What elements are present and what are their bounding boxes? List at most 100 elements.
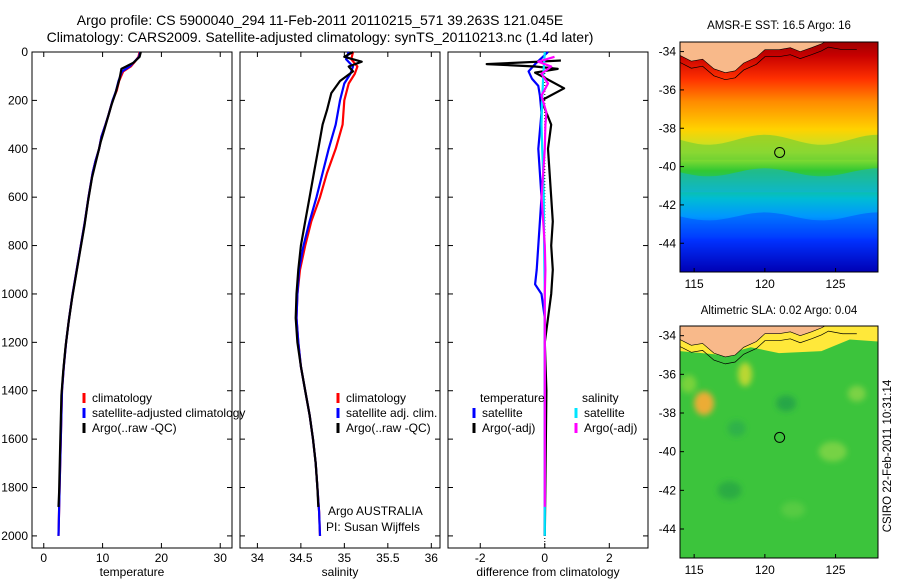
sla-anomaly [847, 385, 866, 402]
sla_map-y-tick-label: -36 [659, 367, 677, 381]
sla_map-x-tick-label: 115 [685, 563, 704, 577]
sla-anomaly [680, 375, 697, 393]
sla_map-argo-marker [774, 431, 786, 443]
sla_map-y-tick-label: -40 [659, 445, 677, 459]
sst_map-y-tick-label: -36 [659, 83, 677, 97]
temperature-y-tick-label: 1800 [1, 481, 28, 495]
temperature-y-tick-label: 2000 [1, 529, 28, 543]
difference-series-salinity-argo-adj- [537, 55, 555, 507]
sst_map-y-tick-label: -40 [659, 160, 677, 174]
difference-x-tick-label: -2 [475, 551, 486, 565]
salinity-series-argo-raw-qc- [294, 51, 363, 507]
difference-axes-frame [447, 51, 649, 549]
temperature-x-tick-label: 10 [96, 551, 110, 565]
temperature-y-tick-label: 1400 [1, 384, 28, 398]
sst_map-x-tick-label: 120 [755, 277, 775, 291]
sst_map-x-tick-label: 115 [685, 277, 704, 291]
sla_map-x-tick-label: 120 [755, 563, 775, 577]
sla-map-title: Altimetric SLA: 0.02 Argo: 0.04 [700, 305, 858, 317]
sst_map-y-tick-label: -44 [659, 236, 677, 250]
figure-title-line1: Argo profile: CS 5900040_294 11-Feb-2011… [76, 12, 564, 28]
figure-title-line2: Climatology: CARS2009. Satellite-adjuste… [46, 29, 594, 45]
sla-anomaly [776, 395, 797, 412]
salinity-legend-entry-label: climatology [346, 391, 406, 405]
difference-x-tick-label: 2 [606, 551, 613, 565]
difference-series-temperature-satellite [527, 51, 549, 536]
sla_map-panel: 115 120 125 -34 -36 -38 -40 -42 -44 [659, 325, 879, 577]
temperature-y-tick-label: 800 [8, 239, 28, 253]
sla-anomaly [717, 481, 742, 500]
temperature-x-tick-label: 30 [214, 551, 228, 565]
sla_map-field [680, 326, 878, 558]
sla_map-frame [679, 325, 879, 559]
temperature-axes-frame [31, 51, 233, 549]
salinity-axes-frame [239, 51, 441, 549]
salinity-legend-entry-label: Argo(..raw -QC) [346, 421, 431, 435]
sst_map-frame [679, 41, 879, 273]
sla-anomaly [738, 362, 753, 387]
sla_map-y-tick-label: -44 [659, 522, 677, 536]
difference-x-tick-label: 0 [541, 551, 548, 565]
salinity-x-tick-label: 35.5 [376, 551, 400, 565]
salinity-legend-entry-label: satellite adj. clim. [346, 406, 437, 420]
difference-legend-temperature-heading: temperature [480, 391, 545, 405]
sst_map-panel: 115 120 125 -34 -36 -38 -40 -42 -44 [659, 41, 879, 291]
sst_map-y-tick-label: -42 [659, 198, 677, 212]
difference-legend-salinity-heading: salinity [582, 391, 619, 405]
temperature-y-tick-label: 1200 [1, 335, 28, 349]
salinity-x-tick-label: 34.5 [289, 551, 313, 565]
sst-front-cyan [680, 168, 878, 193]
temperature-y-tick-label: 1000 [1, 287, 28, 301]
temperature-legend-entry-label: satellite-adjusted climatology [92, 406, 245, 420]
temperature-y-tick-label: 200 [8, 93, 28, 107]
sst_map-shelf-contour [680, 46, 857, 81]
temperature-series-argo-raw-qc- [57, 51, 142, 507]
temperature-y-tick-label: 1600 [1, 432, 28, 446]
sst-map-title: AMSR-E SST: 16.5 Argo: 16 [707, 20, 851, 32]
temperature-y-tick-label: 400 [8, 142, 28, 156]
sla-anomaly [727, 420, 746, 437]
sla_map-land [680, 326, 831, 358]
temperature-y-tick-label: 600 [8, 190, 28, 204]
sst_map-y-tick-label: -34 [659, 45, 677, 59]
sst-front-blue [680, 212, 878, 237]
temperature-legend-entry-label: Argo(..raw -QC) [92, 421, 177, 435]
salinity-x-tick-label: 34 [251, 551, 265, 565]
sla_map-shelf-contour [680, 330, 857, 365]
sla_map-y-tick-label: -38 [659, 406, 677, 420]
difference-legend: temperaturesatelliteArgo(-adj)salinitysa… [472, 391, 637, 435]
difference-legend-temperature-argo-label: Argo(-adj) [482, 421, 535, 435]
sla_map-y-tick-label: -42 [659, 483, 677, 497]
salinity-x-tick-label: 35 [338, 551, 352, 565]
sla-anomaly [694, 391, 715, 416]
sla-anomaly [781, 501, 806, 518]
difference-legend-salinity-satellite-label: satellite [584, 406, 625, 420]
sst_map-y-tick-label: -38 [659, 121, 677, 135]
sst_map-argo-marker [774, 146, 786, 158]
temperature-y-tick-label: 0 [21, 45, 28, 59]
temperature-x-tick-label: 0 [40, 551, 47, 565]
salinity-x-tick-label: 36 [425, 551, 439, 565]
sst_map-field [680, 42, 878, 272]
salinity-x-label: salinity [322, 565, 359, 579]
difference-legend-temperature-satellite-label: satellite [482, 406, 523, 420]
sla-anomaly-blobs [680, 362, 866, 518]
temperature-x-tick-label: 20 [155, 551, 169, 565]
sst_map-land [680, 42, 831, 74]
temperature-legend-entry-label: climatology [92, 391, 152, 405]
sla-anomaly [818, 441, 847, 462]
temperature-x-label: temperature [100, 565, 165, 579]
difference-series-temperature-argo-adj- [485, 59, 566, 536]
profile-panel-salinity: 34 34.5 35 35.5 36 salinity [239, 51, 441, 579]
sla_map-x-tick-label: 125 [826, 563, 846, 577]
difference-legend-salinity-argo-label: Argo(-adj) [584, 421, 637, 435]
argo-pi-annotation: PI: Susan Wijffels [326, 520, 420, 534]
sla_map-y-tick-label: -34 [659, 329, 677, 343]
sst_map-x-tick-label: 125 [826, 277, 846, 291]
profile-panel-temperature: 0 10 20 30 0 200 400 600 800 1000 1200 1400 1600 1800… [1, 45, 233, 579]
difference-x-label: difference from climatology [476, 565, 619, 579]
